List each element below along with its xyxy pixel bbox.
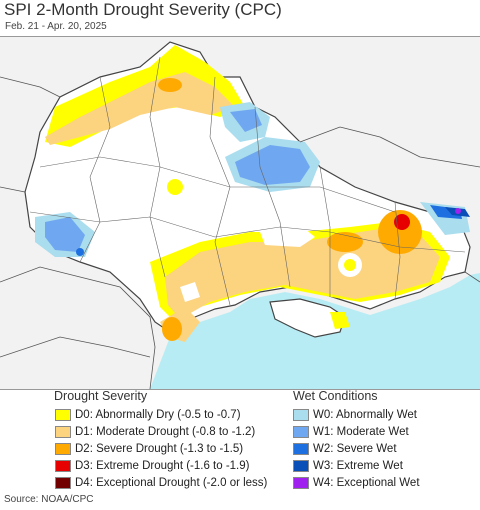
source-credit: Source: NOAA/CPC — [4, 494, 94, 505]
d0-spot — [344, 259, 356, 271]
wet-legend-label: W4: Exceptional Wet — [313, 476, 420, 489]
country-borders — [0, 76, 480, 389]
drought-legend-label: D1: Moderate Drought (-0.8 to -1.2) — [75, 425, 256, 438]
wet-legend-item: W1: Moderate Wet — [293, 423, 420, 440]
d3-area — [394, 214, 410, 230]
drought-legend-label: D4: Exceptional Drought (-2.0 or less) — [75, 476, 268, 489]
w1-areas — [45, 109, 310, 252]
wet-legend-item: W2: Severe Wet — [293, 440, 420, 457]
normal-areas — [180, 225, 362, 302]
drought-legend-item: D2: Severe Drought (-1.3 to -1.5) — [55, 440, 267, 457]
d2-areas — [158, 78, 422, 341]
wet-legend-item: W4: Exceptional Wet — [293, 474, 420, 491]
wet-legend-swatch — [293, 459, 309, 472]
wet-legend-swatch — [293, 442, 309, 455]
drought-legend-swatch — [55, 476, 71, 489]
drought-legend-swatch — [55, 459, 71, 472]
wet-legend-label: W1: Moderate Wet — [313, 425, 409, 438]
date-range: Feb. 21 - Apr. 20, 2025 — [5, 21, 107, 32]
drought-legend-swatch — [55, 442, 71, 455]
wet-legend-swatch — [293, 408, 309, 421]
wet-legend-swatch — [293, 425, 309, 438]
wet-legend-label: W0: Abnormally Wet — [313, 408, 417, 421]
wet-legend-item: W3: Extreme Wet — [293, 457, 420, 474]
map-title: SPI 2-Month Drought Severity (CPC) — [4, 0, 282, 19]
wet-legend-label: W3: Extreme Wet — [313, 459, 403, 472]
drought-legend: D0: Abnormally Dry (-0.5 to -0.7) D1: Mod… — [55, 406, 267, 491]
drought-legend-label: D2: Severe Drought (-1.3 to -1.5) — [75, 442, 244, 455]
drought-legend-swatch — [55, 408, 71, 421]
drought-legend-item: D3: Extreme Drought (-1.6 to -1.9) — [55, 457, 267, 474]
wet-legend-item: W0: Abnormally Wet — [293, 406, 420, 423]
wet-legend-label: W2: Severe Wet — [313, 442, 397, 455]
drought-legend-heading: Drought Severity — [54, 389, 148, 403]
drought-legend-item: D4: Exceptional Drought (-2.0 or less) — [55, 474, 267, 491]
w4-spot — [455, 208, 461, 214]
wet-legend: W0: Abnormally Wet W1: Moderate Wet W2: Se… — [293, 406, 420, 491]
wet-legend-heading: Wet Conditions — [293, 389, 378, 403]
drought-legend-item: D0: Abnormally Dry (-0.5 to -0.7) — [55, 406, 267, 423]
drought-legend-label: D3: Extreme Drought (-1.6 to -1.9) — [75, 459, 250, 472]
wet-legend-swatch — [293, 476, 309, 489]
drought-map — [0, 36, 480, 390]
oblast-borders — [29, 56, 466, 306]
drought-legend-swatch — [55, 425, 71, 438]
crimea — [269, 298, 346, 338]
drought-legend-label: D0: Abnormally Dry (-0.5 to -0.7) — [75, 408, 241, 421]
drought-legend-item: D1: Moderate Drought (-0.8 to -1.2) — [55, 423, 267, 440]
